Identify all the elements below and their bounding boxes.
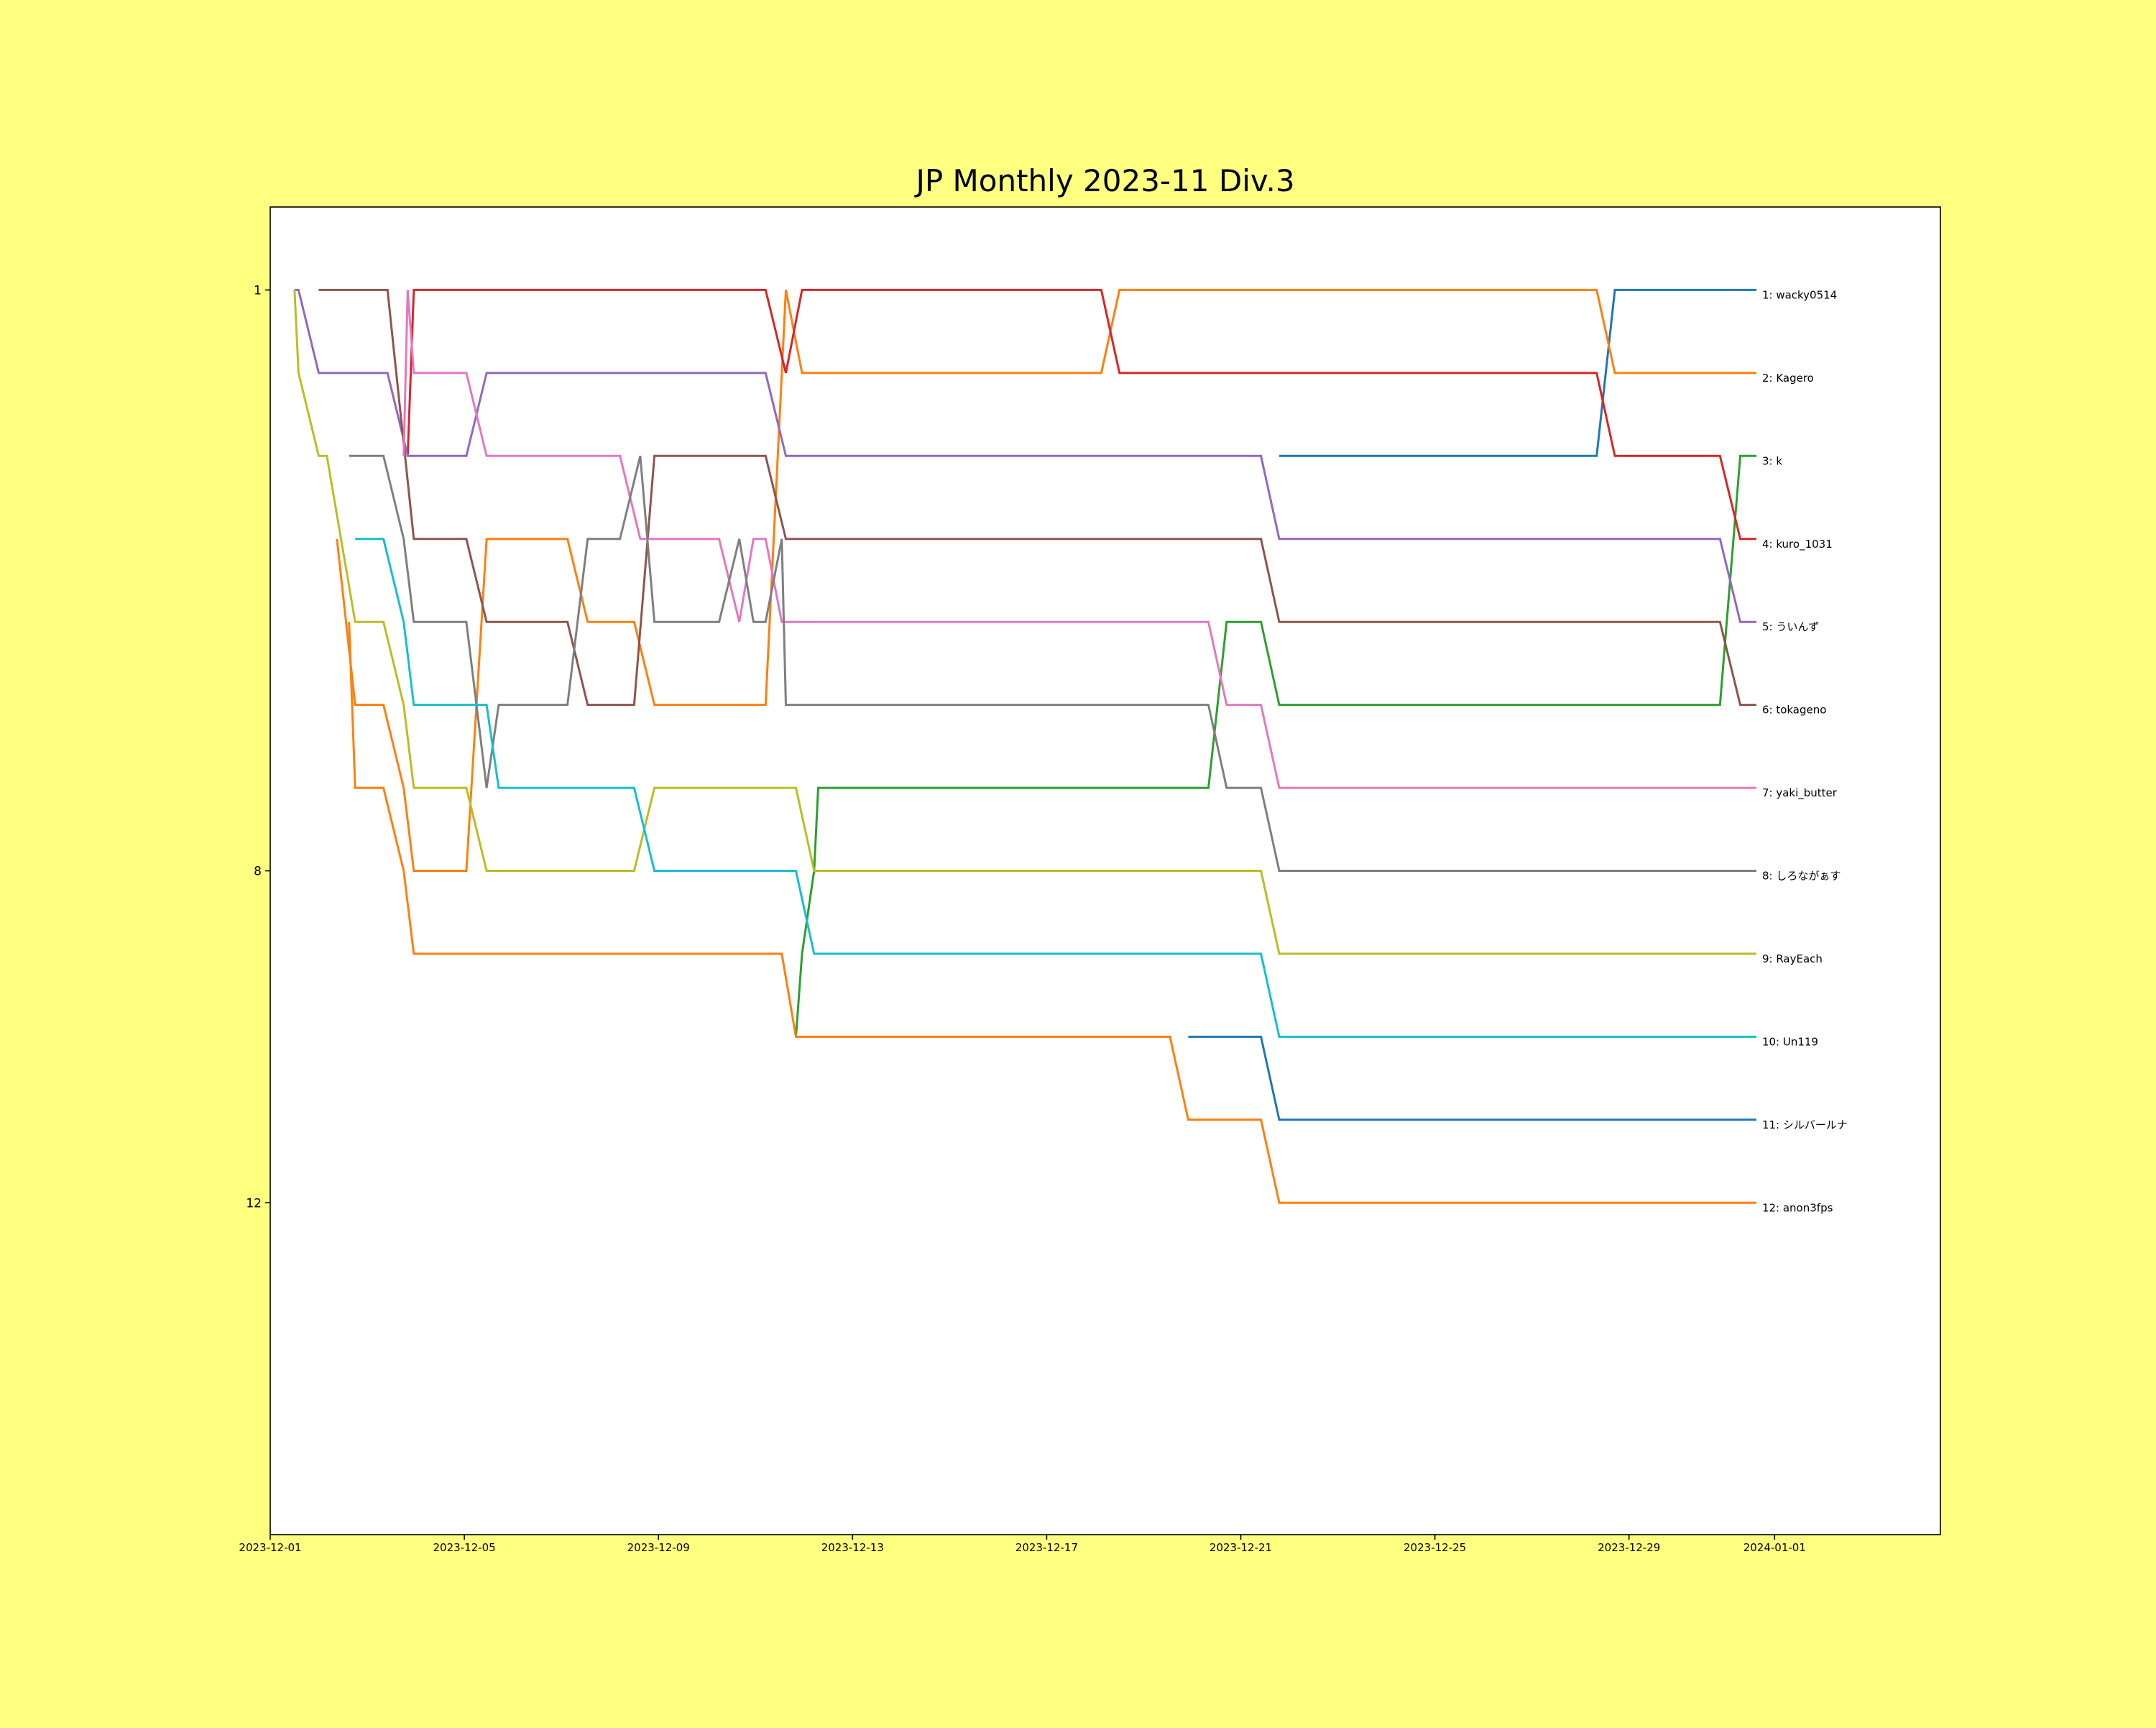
x-tick-label: 2023-12-21 (1210, 1541, 1272, 1554)
end-label: 7: yaki_butter (1762, 786, 1838, 800)
end-label: 4: kuro_1031 (1762, 538, 1833, 551)
y-tick-label: 1 (254, 283, 262, 298)
x-tick-label: 2023-12-13 (821, 1541, 884, 1554)
x-tick-label: 2023-12-25 (1404, 1541, 1466, 1554)
x-tick-label: 2023-12-17 (1015, 1541, 1078, 1554)
x-tick-label: 2024-01-01 (1743, 1541, 1806, 1554)
x-tick-label: 2023-12-05 (433, 1541, 496, 1554)
chart-title: JP Monthly 2023-11 Div.3 (913, 163, 1294, 198)
series-line (348, 622, 1756, 1204)
series-line (336, 288, 1756, 872)
end-label: 8: しろながぁす (1762, 870, 1841, 883)
series-line (294, 288, 1756, 623)
x-tick-label: 2023-12-09 (627, 1541, 690, 1554)
series-line (406, 288, 1756, 541)
series-line (318, 288, 1756, 707)
end-label: 12: anon3fps (1762, 1201, 1833, 1214)
series-line (1188, 1035, 1756, 1121)
y-tick-label: 12 (246, 1196, 262, 1210)
end-label: 1: wacky0514 (1762, 288, 1837, 301)
end-label: 6: tokageno (1762, 704, 1826, 717)
series-line (355, 538, 1756, 1038)
series-line (349, 454, 1756, 872)
plot-frame (270, 206, 1941, 1535)
y-tick-label: 8 (254, 865, 262, 879)
end-label: 2: Kagero (1762, 372, 1814, 385)
end-label: 3: k (1762, 454, 1782, 467)
x-tick-label: 2023-12-29 (1598, 1541, 1660, 1554)
end-label: 11: シルバールナ (1762, 1118, 1848, 1131)
x-tick-label: 2023-12-01 (239, 1541, 301, 1554)
end-label: 5: ういんず (1762, 620, 1819, 633)
end-label: 9: RayEach (1762, 952, 1823, 965)
series-line (795, 454, 1756, 1037)
series-line (1279, 288, 1756, 457)
series-line (293, 290, 1756, 955)
end-label: 10: Un119 (1762, 1035, 1818, 1048)
